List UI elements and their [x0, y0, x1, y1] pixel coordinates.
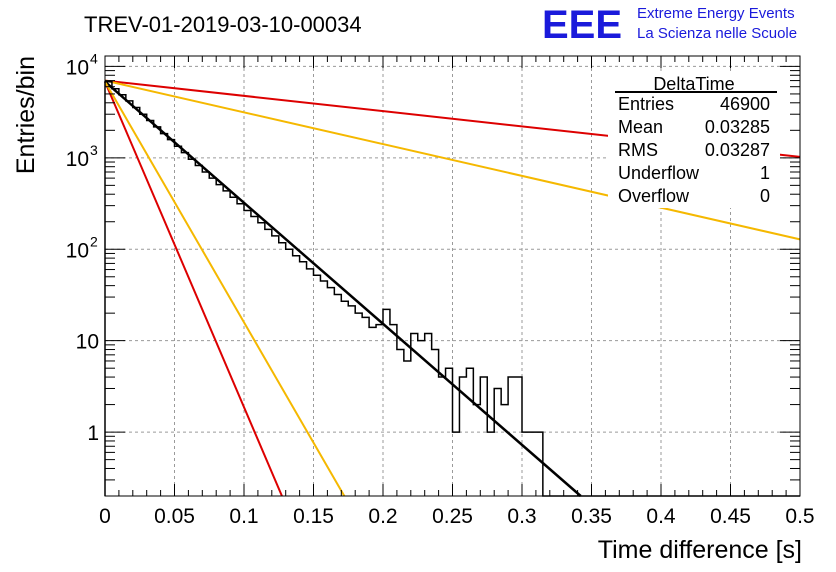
stats-row-value: 0.03285: [705, 117, 770, 137]
y-tick-exponent: 2: [90, 233, 98, 249]
stats-row-value: 0: [760, 186, 770, 206]
stats-row-value: 0.03287: [705, 140, 770, 160]
x-tick-label: 0.4: [646, 505, 676, 528]
stats-row-label: Entries: [618, 94, 674, 114]
stats-row-value: 1: [760, 163, 770, 183]
stats-row-label: RMS: [618, 140, 658, 160]
exponential-curve-2: [104, 81, 283, 497]
x-axis-label: Time difference [s]: [598, 536, 802, 564]
y-tick-exponent: 4: [90, 50, 98, 66]
stats-box-background: [608, 72, 780, 208]
y-tick-label: 10: [66, 56, 89, 79]
exponential-curve-5: [104, 79, 801, 241]
eee-logo: EEE Extreme Energy Events La Scienza nel…: [542, 3, 797, 47]
axis-tick-labels: 0 0.05 0.1 0.15 0.2 0.25 0.3 0.35 0.4 0.45 0.51101…: [66, 50, 815, 528]
exponential-curve-3: [104, 81, 346, 497]
stats-row-label: Underflow: [618, 163, 700, 183]
logo-line-2: La Scienza nelle Scuole: [637, 25, 797, 42]
y-tick-exponent: 3: [90, 142, 98, 158]
x-tick-label: 0.3: [507, 505, 536, 528]
logo-mark: EEE: [542, 3, 622, 47]
x-tick-label: 0.5: [785, 505, 814, 528]
x-tick-label: 0.2: [368, 505, 397, 528]
exponential-curve-1: [104, 80, 582, 497]
y-axis-label: Entries/bin: [12, 56, 40, 174]
fit-curves: [104, 79, 801, 497]
y-tick-label: 10: [66, 148, 89, 171]
x-tick-label: 0.05: [154, 505, 195, 528]
x-tick-label: 0.15: [293, 505, 334, 528]
x-tick-label: 0: [99, 505, 111, 528]
stats-box: DeltaTime Entries 46900 Mean 0.03285 RMS 0.03…: [608, 72, 780, 208]
x-tick-label: 0.35: [571, 505, 612, 528]
stats-box-title: DeltaTime: [653, 74, 734, 94]
x-tick-label: 0.1: [229, 505, 258, 528]
stats-row-label: Overflow: [618, 186, 690, 206]
stats-row-label: Mean: [618, 117, 663, 137]
chart-title: TREV-01-2019-03-10-00034: [84, 12, 362, 37]
logo-line-1: Extreme Energy Events: [637, 5, 795, 22]
y-tick-label: 10: [76, 331, 99, 354]
x-tick-label: 0.45: [710, 505, 751, 528]
x-tick-label: 0.25: [432, 505, 473, 528]
axis-ticks: [104, 56, 801, 497]
y-tick-label: 1: [87, 422, 99, 445]
stats-row-value: 46900: [720, 94, 770, 114]
y-tick-label: 10: [66, 239, 89, 262]
